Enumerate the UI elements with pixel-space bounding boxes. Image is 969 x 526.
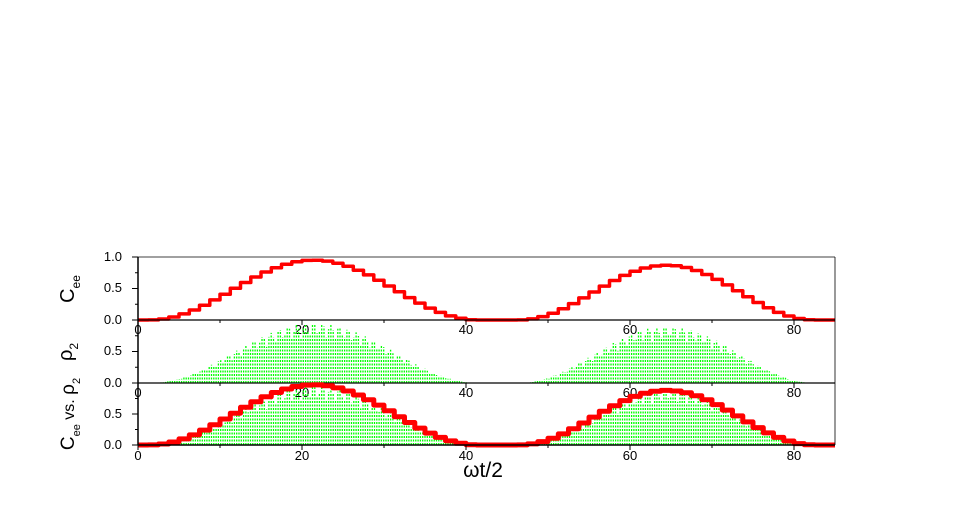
x-tick-label: 60 (623, 322, 637, 337)
ticks-layer-3 (132, 382, 795, 450)
y-tick-label: 1.0 (104, 249, 122, 264)
y-axis-label-main: ρ (55, 350, 77, 361)
x-tick-label: 40 (459, 448, 473, 463)
y-axis-label-sub: 2 (67, 343, 81, 350)
y-axis-label: Cee (57, 275, 83, 303)
y-axis-label-main: C (57, 288, 79, 302)
series-oscillation-rho (155, 323, 810, 383)
x-tick-label: 20 (295, 448, 309, 463)
series-layer-1 (138, 258, 835, 322)
series-oscillation-rho (155, 386, 810, 445)
x-tick-label: 80 (787, 385, 801, 400)
y-axis-label-mid: vs. (61, 395, 78, 424)
y-axis-label-second-sub: 2 (71, 378, 83, 384)
y-axis-label-sub: ee (71, 424, 83, 436)
panel-cee-vs-rho2: 0.0 0.5 0 20 40 60 80 Cee vs. ρ2 ωt/2 (58, 378, 836, 482)
x-tick-label: 40 (459, 322, 473, 337)
y-tick-label: 0.0 (104, 375, 122, 390)
x-tick-label: 40 (459, 385, 473, 400)
y-tick-label: 0.5 (104, 343, 122, 358)
y-tick-label: 0.5 (104, 406, 122, 421)
x-tick-label: 80 (787, 322, 801, 337)
y-axis-label-main: C (58, 436, 79, 450)
y-tick-label: 0.0 (104, 312, 122, 327)
y-tick-label: 0.0 (104, 437, 122, 452)
x-tick-label: 60 (623, 448, 637, 463)
ticks-layer-2 (132, 319, 795, 388)
y-tick-label: 0.5 (104, 280, 122, 295)
y-axis-label: ρ2 (55, 343, 81, 361)
series-layer-3 (138, 382, 835, 448)
series-layer-2 (155, 323, 810, 383)
y-axis-label: Cee vs. ρ2 (58, 378, 83, 450)
x-tick-label: 80 (787, 448, 801, 463)
series-line-ee (138, 258, 835, 322)
x-tick-label: 0 (134, 448, 141, 463)
panel-rho2: 0.0 0.5 0 20 40 60 80 ρ2 (55, 319, 836, 400)
svg-text:Cee: Cee (57, 275, 83, 303)
x-axis-label: ωt/2 (463, 459, 503, 482)
series-line-ee (138, 382, 835, 448)
svg-text:ρ2: ρ2 (55, 343, 81, 361)
y-axis-label-sub: ee (69, 275, 83, 289)
svg-text:Cee vs. ρ2: Cee vs. ρ2 (58, 378, 83, 450)
y-axis-label-second: ρ (58, 384, 79, 395)
panel-cee: 0.0 0.5 1.0 0 20 40 60 80 Cee (57, 249, 836, 337)
